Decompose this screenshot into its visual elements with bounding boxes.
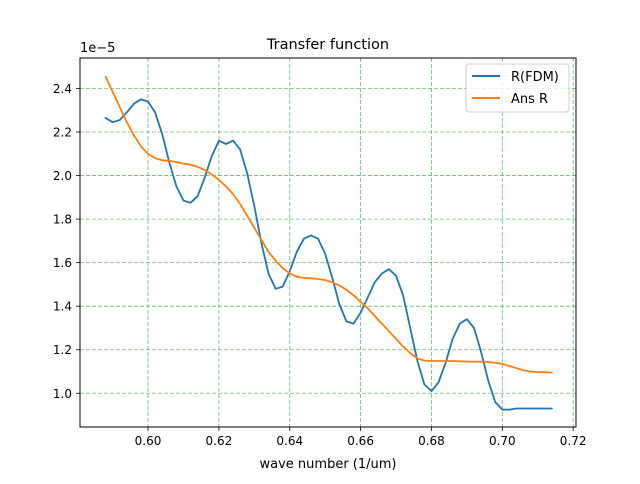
y-tick-label: 2.4 <box>53 82 72 96</box>
y-tick-label: 2.0 <box>53 169 72 183</box>
x-tick-label: 0.68 <box>418 434 445 448</box>
x-tick-label: 0.66 <box>347 434 374 448</box>
series-line-r-fdm <box>104 98 553 411</box>
x-tick-label: 0.64 <box>276 434 303 448</box>
y-tick-label: 1.0 <box>53 387 72 401</box>
y-tick-label: 1.8 <box>53 213 72 227</box>
legend: R(FDM) Ans R <box>465 63 570 113</box>
x-tick-label: 0.70 <box>489 434 516 448</box>
y-tick-label: 1.2 <box>53 343 72 357</box>
y-tick-label: 2.2 <box>53 126 72 140</box>
chart-title: Transfer function <box>266 37 389 53</box>
y-tick-label: 1.4 <box>53 300 72 314</box>
x-tick-label: 0.60 <box>135 434 162 448</box>
legend-label-r-fdm: R(FDM) <box>511 70 559 85</box>
y-axis: 1.0 1.2 1.4 1.6 1.8 2.0 2.2 2.4 <box>53 82 80 401</box>
x-tick-label: 0.72 <box>560 434 587 448</box>
series-line-ans-r <box>104 75 553 374</box>
legend-label-ans-r: Ans R <box>511 92 548 107</box>
plot-frame <box>79 57 577 428</box>
series-layer <box>104 75 553 411</box>
x-axis: 0.60 0.62 0.64 0.66 0.68 0.70 0.72 <box>135 427 587 448</box>
x-axis-label: wave number (1/um) <box>260 457 397 472</box>
y-tick-label: 1.6 <box>53 256 72 270</box>
y-offset-label: 1e−5 <box>80 41 115 56</box>
x-tick-label: 0.62 <box>206 434 233 448</box>
